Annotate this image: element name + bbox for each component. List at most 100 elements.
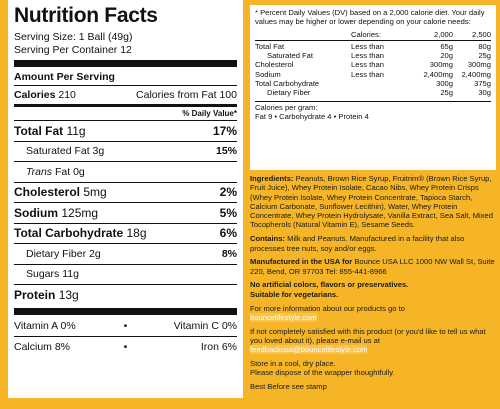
dv-2500: 2,400mg (461, 69, 491, 79)
dv-header: % Daily Value* (182, 109, 237, 118)
spacer (351, 79, 409, 88)
amount-header: Amount Per Serving (14, 71, 115, 83)
dv-header-cell: 2,000 (433, 29, 453, 39)
link[interactable]: feedbackusa@bouncelifestyle.com (250, 345, 368, 355)
info-paragraph: If not completely satisfied with this pr… (250, 327, 496, 355)
dv-header-row: Calories: 2,000 2,500 (255, 30, 491, 41)
nutrient-row: Sodium 125mg 5% (14, 202, 237, 223)
dv-2500: 25g (478, 51, 491, 61)
info-paragraph: Store in a cool, dry place. Please dispos… (250, 359, 496, 378)
nutrient-dv: 5% (219, 205, 237, 220)
nutrient-row: Total Carbohydrate 18g 6% (14, 222, 237, 244)
dv-row: Total Fat Less than 65g 80g (255, 42, 491, 51)
nutrient-amount: 18g (126, 226, 147, 241)
nutrient: Trans Fat 0g (14, 166, 85, 178)
info-text: Contains: (250, 234, 286, 244)
per-gram: Fat 9 • Carbohydrate 4 • Protein 4 (255, 111, 369, 121)
nutrient-row: Total Fat 11g 17% (14, 120, 237, 141)
dv-2500: 375g (474, 79, 491, 89)
dv-label: Sodium (255, 69, 281, 79)
rule (14, 60, 237, 67)
vitamin: Iron 6% (200, 340, 237, 353)
nutrient-label: Total Fat (14, 123, 64, 138)
link[interactable]: bouncelifestyle.com (250, 312, 317, 322)
info-text: Suitable for vegetarians. (250, 289, 339, 299)
vitamin: Vitamin A 0% (14, 320, 76, 333)
nutrient-row: Saturated Fat 3g 15% (14, 140, 237, 162)
nutrient: Sodium 125mg (14, 206, 98, 220)
info-text: For more information about our products … (250, 303, 405, 313)
title: Nutrition Facts (14, 4, 158, 27)
spacer (351, 88, 409, 97)
info-paragraph: Contains: Milk and Peanuts. Manufactured… (250, 234, 496, 253)
nutrient: Sugars 11g (14, 268, 79, 280)
nutrient-amount: 13g (58, 287, 79, 302)
nutrient-dv: 2% (219, 185, 237, 200)
info-paragraph: Best Before see stamp (250, 382, 496, 391)
calories: Calories 210 (14, 89, 76, 101)
dv-2500: 300mg (467, 60, 491, 70)
dv-header-row: % Daily Value* (14, 107, 237, 120)
info-text: Best Before see stamp (250, 382, 327, 392)
dv-2000: 2,400mg (423, 69, 453, 79)
dv-row: Sodium Less than 2,400mg 2,400mg (255, 70, 491, 79)
nutrient-amount: 3g (92, 145, 105, 158)
nutrient-dv: 17% (212, 123, 237, 138)
rule (14, 104, 237, 107)
dv-2000: 25g (440, 88, 453, 98)
dv-qualifier: Less than (351, 69, 384, 79)
dv-2500: 80g (478, 41, 491, 51)
nutrient-row: Cholesterol 5mg 2% (14, 181, 237, 203)
nutrient: Protein 13g (14, 288, 79, 302)
per-gram-title: Calories per gram: (255, 100, 491, 112)
daily-value-note: * Percent Daily Values (DV) based on a 2… (250, 5, 496, 170)
spacer (255, 30, 351, 39)
nutrient-label: Cholesterol (14, 185, 81, 200)
nutrient-dv: 15% (215, 145, 237, 158)
calories-label: Calories (14, 89, 56, 101)
vitamin: Calcium 8% (14, 340, 71, 353)
vitamin-row: Vitamin A 0% • Vitamin C 0% (14, 317, 237, 337)
nutrient-amount: 125mg (61, 205, 99, 220)
dv-label: Saturated Fat (267, 51, 314, 61)
info-paragraph: Ingredients: Peanuts, Brown Rice Syrup, … (250, 174, 496, 230)
info-paragraph: No artificial colors, flavors or preserv… (250, 280, 496, 299)
info-text: Peanuts, Brown Rice Syrup, Fruitrim® (Br… (250, 174, 493, 230)
dv-2500: 30g (478, 88, 491, 98)
dv-intro: * Percent Daily Values (DV) based on a 2… (255, 8, 485, 27)
dv-label: Total Fat (255, 41, 285, 51)
nutrient-label: Trans (26, 165, 53, 178)
dv-label: Total Carbohydrate (255, 79, 320, 89)
nutrient-label: Sodium (14, 205, 58, 220)
dv-2000: 65g (440, 41, 453, 51)
separator: • (123, 320, 128, 333)
dv-qualifier: Less than (351, 41, 384, 51)
nutrient-amount: 11g (62, 268, 79, 281)
nutrient-label: Sugars (26, 268, 60, 281)
info-text: If not completely satisfied with this pr… (250, 326, 486, 345)
nutrient: Saturated Fat 3g (14, 145, 104, 157)
nutrient: Total Carbohydrate 18g (14, 226, 147, 240)
calories-from-fat: Calories from Fat 100 (136, 89, 237, 101)
nutrient-label: Protein (14, 287, 56, 302)
info-paragraph: For more information about our products … (250, 304, 496, 323)
nutrient-row: Protein 13g (14, 284, 237, 305)
dv-2000: 20g (440, 51, 453, 61)
calories-row: Calories 210 Calories from Fat 100 (14, 85, 237, 104)
info-text: Milk and Peanuts. Manufactured in a faci… (250, 234, 465, 253)
dv-row: Total Carbohydrate 300g 375g (255, 79, 491, 88)
nutrient-row: Sugars 11g (14, 263, 237, 285)
vitamin: Vitamin C 0% (173, 320, 237, 333)
info-text: Please dispose of the wrapper thoughtful… (250, 368, 395, 378)
nutrient-amount: 11g (66, 123, 86, 138)
dv-2000: 300g (436, 79, 453, 89)
nutrient: Cholesterol 5mg (14, 185, 107, 199)
nutrition-panel: Nutrition Facts Serving Size: 1 Ball (49g… (8, 0, 243, 398)
separator: • (123, 340, 128, 353)
dv-header-cell: 2,500 (471, 29, 491, 39)
nutrient-row: Dietary Fiber 2g 8% (14, 243, 237, 264)
nutrient-label: Total Carbohydrate (14, 226, 124, 241)
nutrient: Total Fat 11g (14, 124, 86, 138)
serving-size: Serving Size: 1 Ball (49g) (14, 31, 133, 43)
nutrient-amount: 2g (89, 247, 101, 260)
